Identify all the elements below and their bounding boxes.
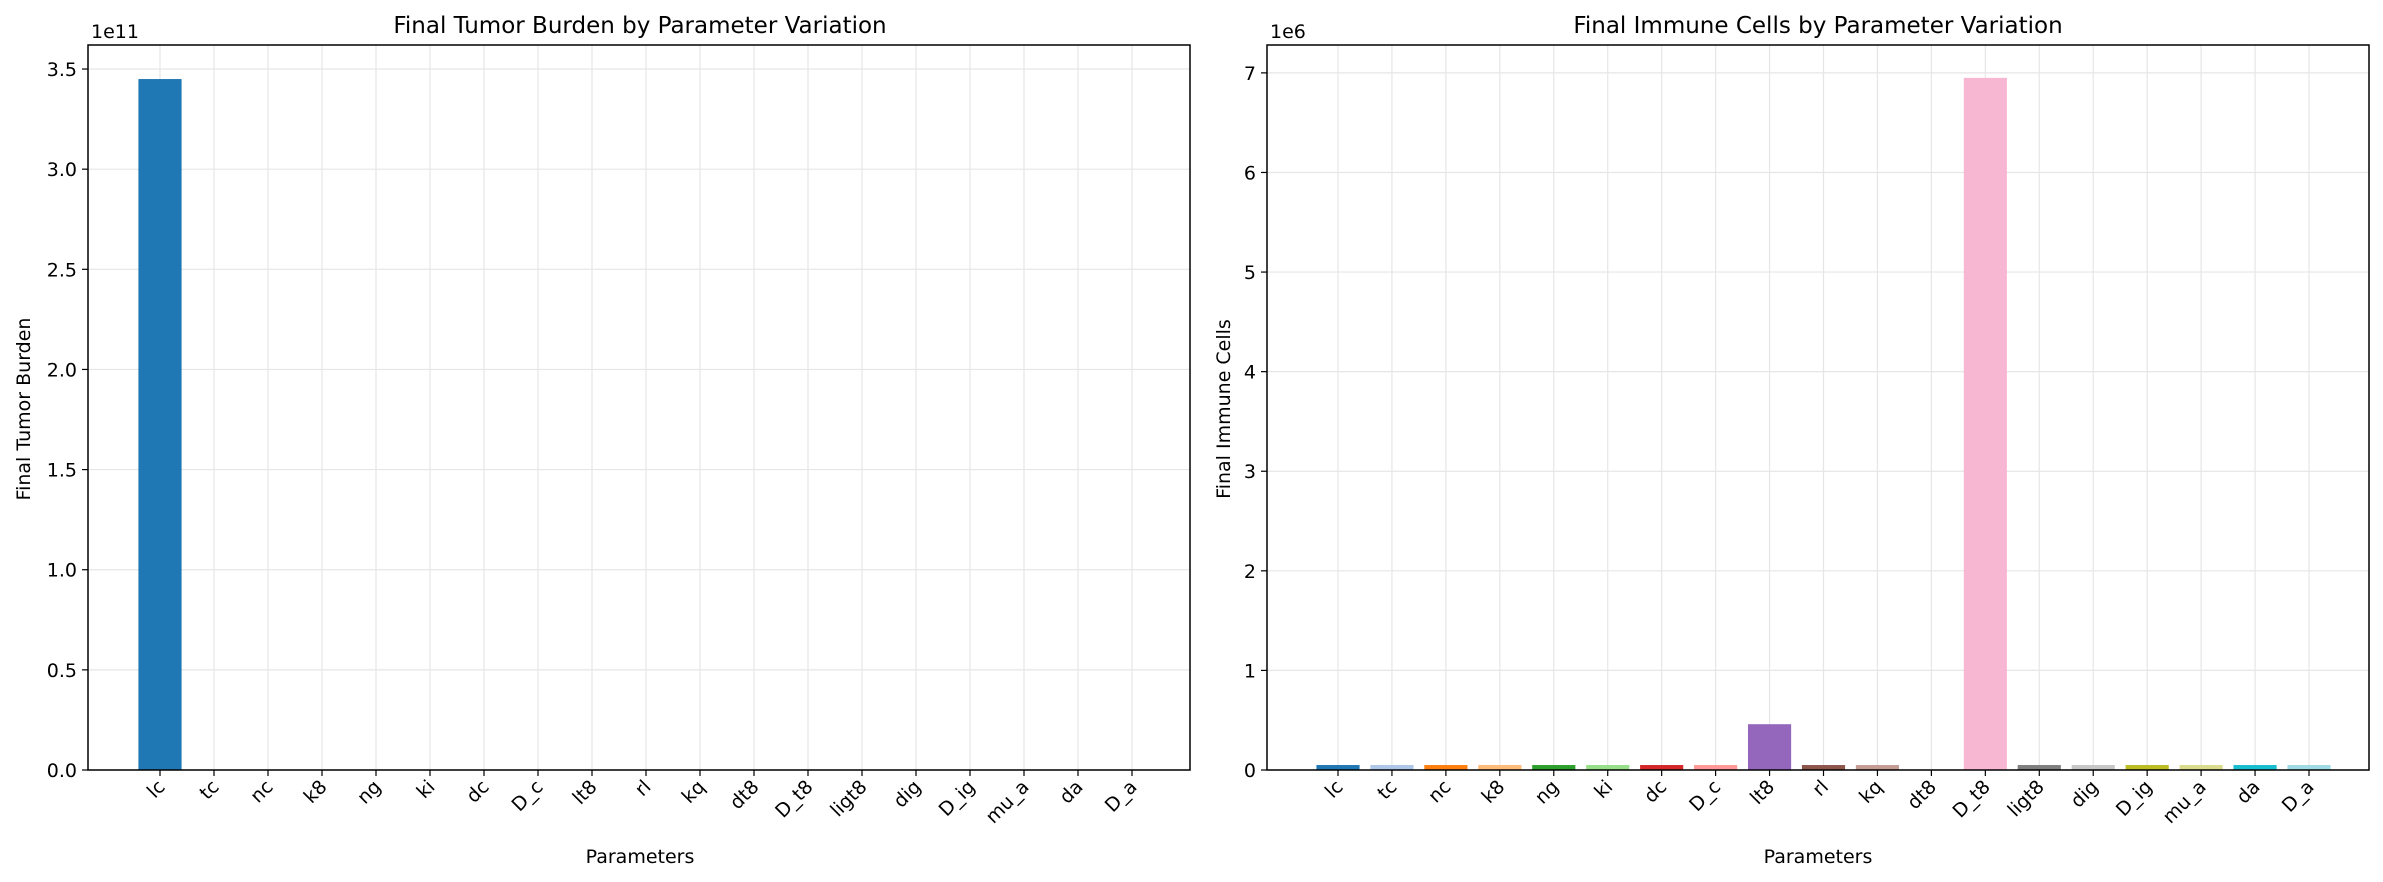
- bar-dc: [1640, 765, 1684, 770]
- y-tick-label: 2: [1244, 561, 1256, 583]
- axes-frame: [87, 44, 1191, 771]
- y-axis-label: Final Immune Cells: [1213, 319, 1235, 499]
- bar-da: [2233, 765, 2277, 770]
- x-axis-label: Parameters: [586, 846, 695, 868]
- y-tick-label: 2.0: [47, 359, 77, 381]
- y-tick-label: 2.5: [47, 259, 77, 281]
- bar-lc: [1316, 765, 1360, 770]
- bar-mu_a: [2179, 765, 2223, 770]
- y-tick-label: 0.5: [47, 660, 77, 682]
- y-tick-label: 3.5: [47, 59, 77, 81]
- y-tick-label: 1: [1244, 660, 1256, 682]
- y-tick-label: 1.5: [47, 460, 77, 482]
- bar-ligt8: [2017, 765, 2061, 770]
- y-tick-label: 7: [1244, 63, 1256, 85]
- y-tick-label: 6: [1244, 162, 1256, 184]
- tumor-burden-chart: Final Tumor Burden by Parameter Variatio…: [13, 13, 1191, 868]
- immune-cells-chart: Final Immune Cells by Parameter Variatio…: [1213, 13, 2370, 868]
- bar-lc: [138, 79, 182, 771]
- bar-rl: [1801, 765, 1846, 770]
- bar-D_a: [2287, 765, 2331, 770]
- y-tick-label: 0: [1244, 760, 1256, 782]
- bar-D_c: [1694, 765, 1738, 770]
- bar-nc: [1424, 765, 1468, 770]
- axes-frame: [1266, 44, 2370, 771]
- chart-title: Final Immune Cells by Parameter Variatio…: [1573, 13, 2062, 39]
- x-axis-label: Parameters: [1764, 846, 1873, 868]
- bar-dig: [2071, 765, 2115, 770]
- bar-D_t8: [1963, 77, 2007, 770]
- bar-kq: [1855, 765, 1900, 770]
- y-tick-label: 1.0: [47, 560, 77, 582]
- y-tick-label: 0.0: [47, 760, 77, 782]
- y-offset-label: 1e11: [91, 21, 139, 43]
- y-axis-label: Final Tumor Burden: [13, 318, 35, 501]
- y-tick-label: 5: [1244, 262, 1256, 284]
- bar-ng: [1532, 765, 1576, 770]
- bar-k8: [1478, 765, 1522, 770]
- bar-D_ig: [2125, 765, 2169, 770]
- y-offset-label: 1e6: [1270, 21, 1306, 43]
- bar-tc: [1370, 765, 1414, 770]
- y-tick-label: 3: [1244, 461, 1256, 483]
- y-tick-label: 4: [1244, 362, 1256, 384]
- y-tick-label: 3.0: [47, 159, 77, 181]
- bar-ki: [1586, 765, 1630, 770]
- bar-lt8: [1747, 724, 1792, 770]
- chart-title: Final Tumor Burden by Parameter Variatio…: [393, 13, 886, 39]
